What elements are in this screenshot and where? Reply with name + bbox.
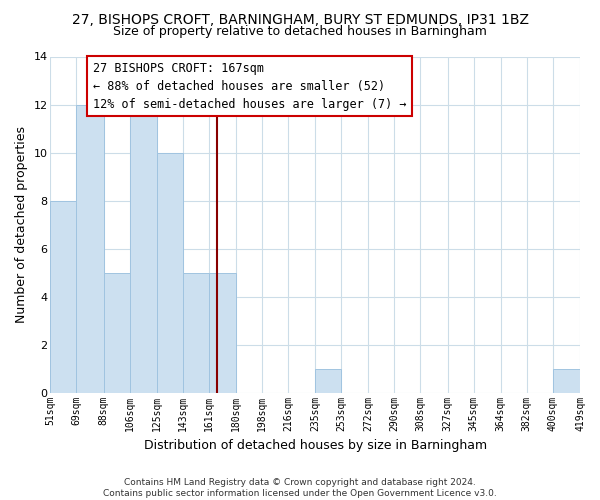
- Bar: [315, 369, 341, 393]
- Text: Contains HM Land Registry data © Crown copyright and database right 2024.
Contai: Contains HM Land Registry data © Crown c…: [103, 478, 497, 498]
- Text: Size of property relative to detached houses in Barningham: Size of property relative to detached ho…: [113, 25, 487, 38]
- Bar: [104, 273, 130, 393]
- Text: 27, BISHOPS CROFT, BARNINGHAM, BURY ST EDMUNDS, IP31 1BZ: 27, BISHOPS CROFT, BARNINGHAM, BURY ST E…: [71, 12, 529, 26]
- Bar: [76, 104, 104, 393]
- Bar: [50, 201, 76, 393]
- X-axis label: Distribution of detached houses by size in Barningham: Distribution of detached houses by size …: [143, 440, 487, 452]
- Bar: [209, 273, 236, 393]
- Bar: [130, 104, 157, 393]
- Text: 27 BISHOPS CROFT: 167sqm
← 88% of detached houses are smaller (52)
12% of semi-d: 27 BISHOPS CROFT: 167sqm ← 88% of detach…: [93, 62, 406, 110]
- Bar: [157, 152, 183, 393]
- Y-axis label: Number of detached properties: Number of detached properties: [15, 126, 28, 324]
- Bar: [553, 369, 580, 393]
- Bar: [183, 273, 209, 393]
